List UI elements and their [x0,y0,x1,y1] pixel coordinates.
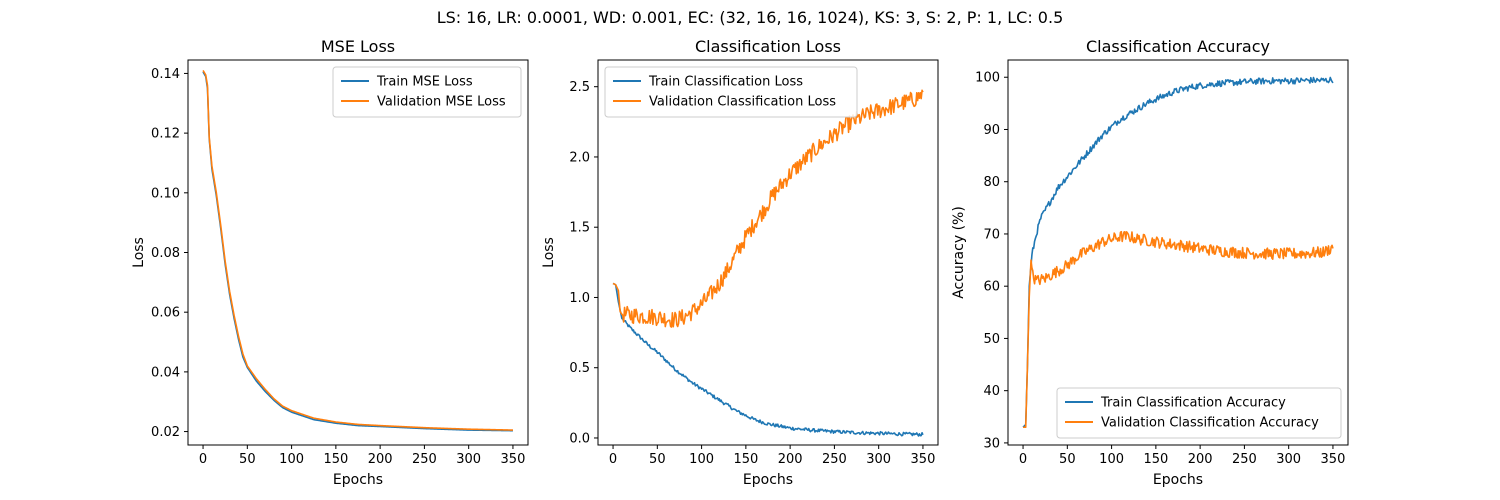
y-tick-label: 80 [983,175,1000,190]
x-tick-label: 350 [501,452,526,467]
chart-title: Classification Accuracy [1086,37,1270,56]
legend-label-validation-classification-loss: Validation Classification Loss [649,95,836,110]
x-axis-label: Epochs [1153,472,1203,488]
y-tick-label: 100 [975,71,1000,86]
y-tick-label: 2.5 [569,80,590,95]
legend-label-validation-classification-accuracy: Validation Classification Accuracy [1101,416,1319,431]
series-line-validation-classification-loss [612,89,924,328]
x-tick-label: 50 [1059,452,1076,467]
chart-classification-loss: Classification Loss 0 50 100 150 200 250 300 350… [541,37,939,488]
chart-mse-loss: MSE Loss 0 50 100 150 200 250 300 350 0.02 0.04 0.0… [131,37,529,488]
x-tick-label: 300 [1276,452,1301,467]
x-axis-label: Epochs [333,472,383,488]
y-tick-label: 0.06 [151,306,180,321]
x-tick-label: 250 [412,452,437,467]
legend: Train MSE Loss Validation MSE Loss [332,66,522,118]
y-tick-label: 1.0 [569,291,590,306]
legend: Train Classification Accuracy Validation … [1056,387,1342,439]
axes-frame [1007,59,1349,446]
axes-frame [597,59,939,446]
x-tick-label: 200 [778,452,803,467]
legend-label-train-classification-loss: Train Classification Loss [648,75,803,90]
y-tick-label: 1.5 [569,221,590,236]
y-axis-label: Accuracy (%) [951,206,967,299]
y-tick-label: 0.08 [151,246,180,261]
y-tick-label: 50 [983,332,1000,347]
y-tick-label: 60 [983,280,1000,295]
x-tick-label: 50 [239,452,256,467]
y-tick-label: 0.02 [151,425,180,440]
chart-title: Classification Loss [695,37,841,56]
x-tick-label: 200 [1188,452,1213,467]
plot-area [202,70,513,432]
series-line-train-classification-accuracy [1022,76,1334,428]
legend-box [604,66,858,118]
y-tick-label: 70 [983,227,1000,242]
x-tick-label: 250 [1232,452,1257,467]
x-tick-label: 150 [1143,452,1168,467]
y-tick-label: 0.04 [151,365,180,380]
series-line-train-classification-loss [612,282,924,437]
x-tick-label: 0 [609,452,617,467]
x-tick-label: 100 [279,452,304,467]
x-tick-label: 100 [1099,452,1124,467]
y-tick-label: 2.0 [569,150,590,165]
series-line-validation-mse-loss [202,70,513,431]
y-tick-label: 0.10 [151,186,180,201]
y-tick-label: 40 [983,384,1000,399]
x-tick-label: 150 [733,452,758,467]
legend-box [332,66,522,118]
x-tick-label: 0 [1019,452,1027,467]
y-axis-label: Loss [131,237,147,268]
chart-title: MSE Loss [321,37,395,56]
legend: Train Classification Loss Validation Clas… [604,66,858,118]
figure-suptitle: LS: 16, LR: 0.0001, WD: 0.001, EC: (32, … [437,8,1064,27]
x-tick-label: 150 [323,452,348,467]
x-tick-label: 0 [199,452,207,467]
plot-area [1022,76,1334,429]
x-tick-label: 50 [649,452,666,467]
x-tick-label: 300 [456,452,481,467]
y-tick-label: 0.5 [569,361,590,376]
x-tick-label: 100 [689,452,714,467]
y-tick-label: 90 [983,123,1000,138]
chart-classification-accuracy: Classification Accuracy 0 50 100 150 200 250 30… [951,37,1349,488]
y-tick-label: 0.12 [151,127,180,142]
x-tick-label: 300 [866,452,891,467]
x-tick-label: 350 [911,452,936,467]
x-tick-label: 350 [1321,452,1346,467]
axes-frame [187,59,529,446]
x-tick-label: 200 [368,452,393,467]
plot-area [612,89,924,437]
legend-label-train-mse-loss: Train MSE Loss [376,75,473,90]
y-tick-label: 30 [983,436,1000,451]
x-tick-label: 250 [822,452,847,467]
y-axis-label: Loss [541,237,557,268]
legend-label-train-classification-accuracy: Train Classification Accuracy [1100,396,1286,411]
legend-box [1056,387,1342,439]
y-tick-label: 0.0 [569,431,590,446]
series-line-train-mse-loss [202,71,513,432]
legend-label-validation-mse-loss: Validation MSE Loss [377,95,506,110]
series-line-validation-classification-accuracy [1023,230,1334,429]
y-tick-label: 0.14 [151,67,180,82]
x-axis-label: Epochs [743,472,793,488]
